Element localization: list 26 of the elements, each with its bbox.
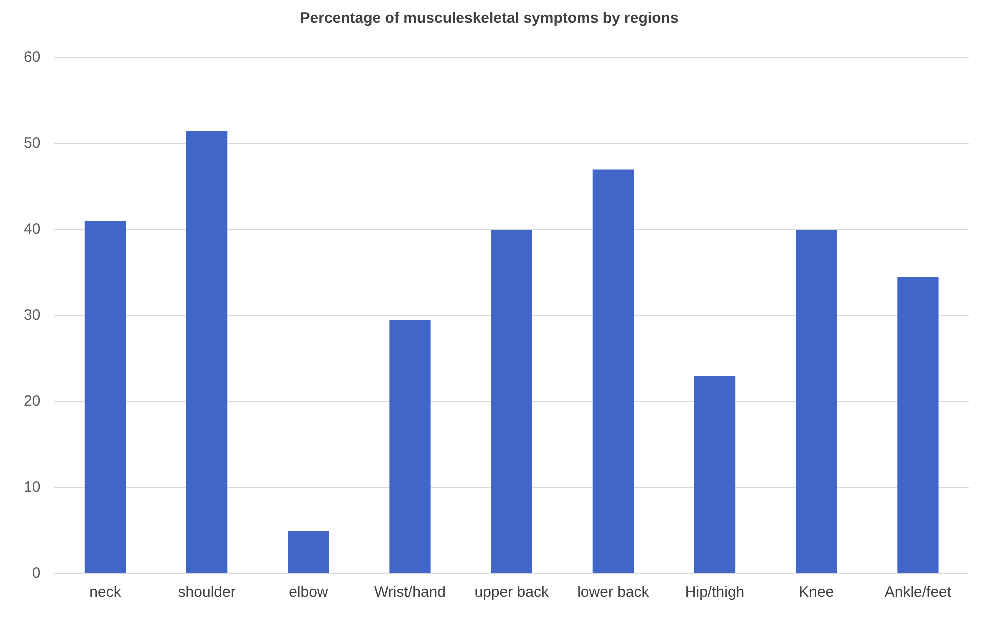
x-tick-label: neck [90, 584, 122, 602]
bar [186, 131, 228, 574]
bar [84, 221, 126, 574]
x-tick-label: Hip/thigh [685, 584, 745, 602]
y-tick-label: 10 [24, 479, 41, 496]
bar [288, 531, 330, 574]
bar [694, 376, 736, 574]
y-tick-label: 30 [24, 307, 41, 324]
y-tick-label: 40 [24, 221, 41, 238]
x-tick-label: lower back [578, 584, 650, 602]
bar [390, 320, 431, 574]
bar [796, 230, 838, 574]
bar [491, 230, 532, 574]
y-tick-label: 60 [24, 49, 41, 66]
x-tick-label: upper back [474, 584, 550, 602]
y-tick-label: 20 [24, 393, 41, 410]
x-tick-label: Ankle/feet [884, 584, 952, 602]
x-tick-label: elbow [289, 584, 328, 602]
x-tick-label: Wrist/hand [374, 584, 446, 602]
y-tick-label: 50 [24, 135, 41, 152]
chart-title: Percentage of musculeskeletal symptoms by regions [300, 10, 679, 28]
y-tick-label: 0 [32, 565, 41, 582]
x-tick-label: Knee [799, 584, 834, 602]
x-tick-label: shoulder [178, 584, 236, 602]
bar [592, 170, 634, 574]
bar [898, 277, 939, 574]
